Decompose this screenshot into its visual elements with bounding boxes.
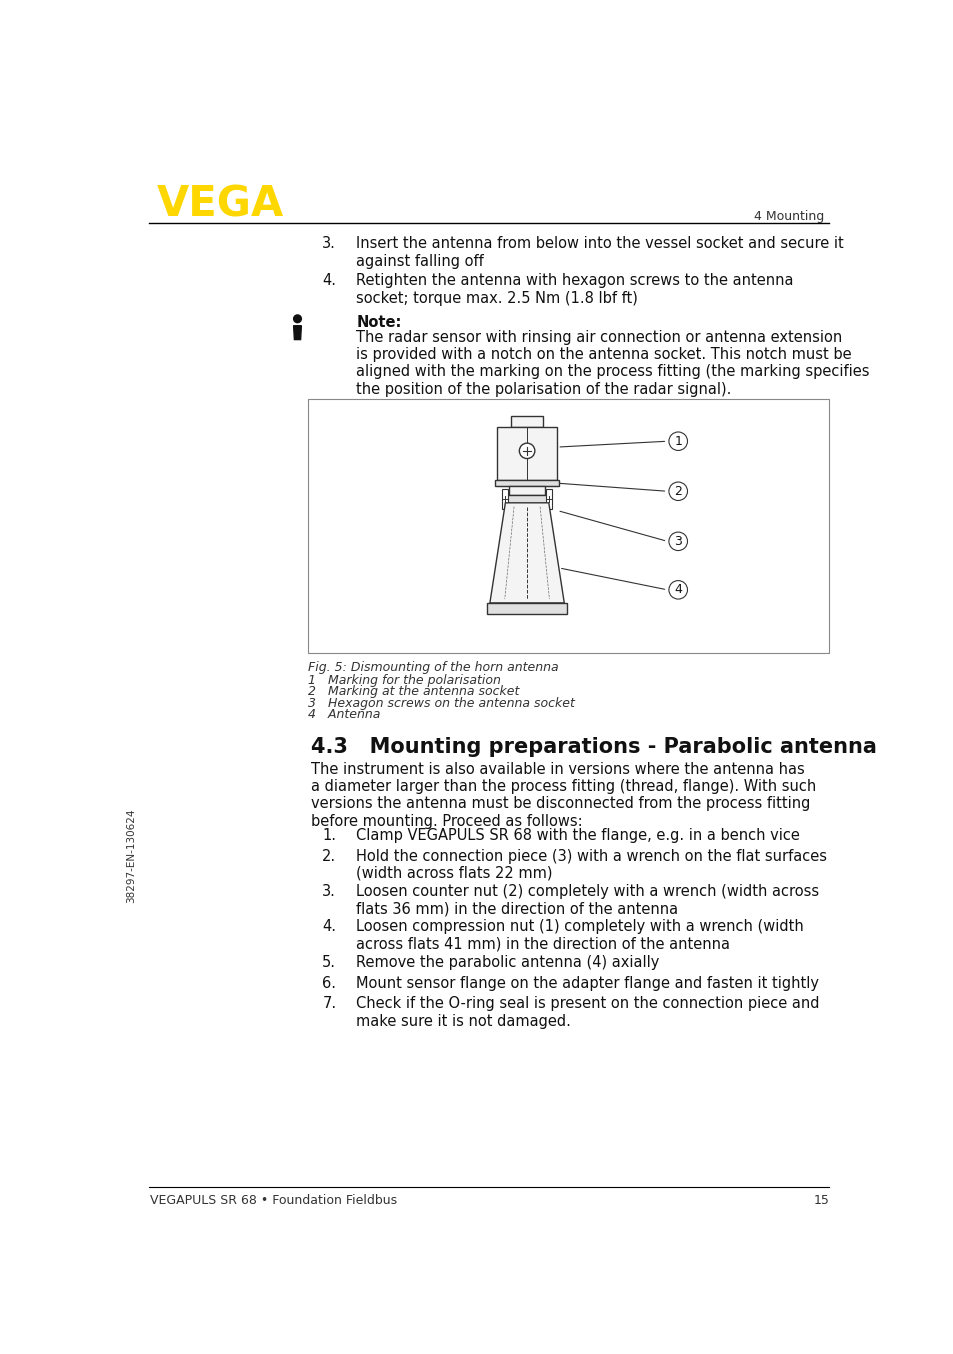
Text: 4 Mounting: 4 Mounting <box>754 210 823 223</box>
Text: 2.: 2. <box>322 849 336 864</box>
Circle shape <box>668 532 687 551</box>
Circle shape <box>668 581 687 598</box>
Text: 4.: 4. <box>322 919 336 934</box>
Bar <box>505 496 548 502</box>
Text: The instrument is also available in versions where the antenna has
a diameter la: The instrument is also available in vers… <box>311 761 816 829</box>
Text: 4.3   Mounting preparations - Parabolic antenna: 4.3 Mounting preparations - Parabolic an… <box>311 737 877 757</box>
Text: 2   Marking at the antenna socket: 2 Marking at the antenna socket <box>308 685 519 699</box>
Text: 4   Antenna: 4 Antenna <box>308 708 380 722</box>
Text: 3   Hexagon screws on the antenna socket: 3 Hexagon screws on the antenna socket <box>308 697 575 709</box>
Text: Note:: Note: <box>356 315 401 330</box>
Circle shape <box>294 315 301 322</box>
Text: Hold the connection piece (3) with a wrench on the flat surfaces
(width across f: Hold the connection piece (3) with a wre… <box>356 849 826 881</box>
Circle shape <box>668 432 687 451</box>
Bar <box>495 481 558 486</box>
Text: Mount sensor flange on the adapter flange and fasten it tightly: Mount sensor flange on the adapter flang… <box>356 976 819 991</box>
Text: Insert the antenna from below into the vessel socket and secure it
against falli: Insert the antenna from below into the v… <box>356 237 843 269</box>
Text: 3.: 3. <box>322 237 335 252</box>
Text: Loosen counter nut (2) completely with a wrench (width across
flats 36 mm) in th: Loosen counter nut (2) completely with a… <box>356 884 819 917</box>
Polygon shape <box>490 502 563 603</box>
Circle shape <box>518 443 535 459</box>
Text: 2: 2 <box>674 485 681 498</box>
Bar <box>510 416 543 427</box>
Text: Check if the O-ring seal is present on the connection piece and
make sure it is : Check if the O-ring seal is present on t… <box>356 997 819 1029</box>
Bar <box>497 427 557 481</box>
Text: Retighten the antenna with hexagon screws to the antenna
socket; torque max. 2.5: Retighten the antenna with hexagon screw… <box>356 274 793 306</box>
Text: 3: 3 <box>674 535 681 548</box>
Text: 1.: 1. <box>322 827 336 842</box>
Text: 1: 1 <box>674 435 681 448</box>
Text: 15: 15 <box>812 1194 828 1208</box>
Text: VEGA: VEGA <box>156 184 283 226</box>
Text: The radar sensor with rinsing air connection or antenna extension
is provided wi: The radar sensor with rinsing air connec… <box>356 329 869 397</box>
Text: 5.: 5. <box>322 955 336 969</box>
Circle shape <box>668 482 687 501</box>
Text: Loosen compression nut (1) completely with a wrench (width
across flats 41 mm) i: Loosen compression nut (1) completely wi… <box>356 919 803 952</box>
Bar <box>308 399 828 653</box>
Bar <box>545 489 551 509</box>
Polygon shape <box>294 326 301 340</box>
Text: 3.: 3. <box>322 884 335 899</box>
Bar <box>509 486 544 496</box>
Text: 1   Marking for the polarisation: 1 Marking for the polarisation <box>308 674 500 686</box>
Text: VEGAPULS SR 68 • Foundation Fieldbus: VEGAPULS SR 68 • Foundation Fieldbus <box>150 1194 397 1208</box>
Text: Clamp VEGAPULS SR 68 with the flange, e.g. in a bench vice: Clamp VEGAPULS SR 68 with the flange, e.… <box>356 827 800 842</box>
Text: 4.: 4. <box>322 274 336 288</box>
Text: 6.: 6. <box>322 976 336 991</box>
Text: 4: 4 <box>674 584 681 596</box>
Text: 38297-EN-130624: 38297-EN-130624 <box>127 808 136 903</box>
Bar <box>486 603 567 613</box>
Text: 7.: 7. <box>322 997 336 1011</box>
Text: Fig. 5: Dismounting of the horn antenna: Fig. 5: Dismounting of the horn antenna <box>308 661 558 674</box>
Bar <box>502 489 508 509</box>
Text: Remove the parabolic antenna (4) axially: Remove the parabolic antenna (4) axially <box>356 955 659 969</box>
